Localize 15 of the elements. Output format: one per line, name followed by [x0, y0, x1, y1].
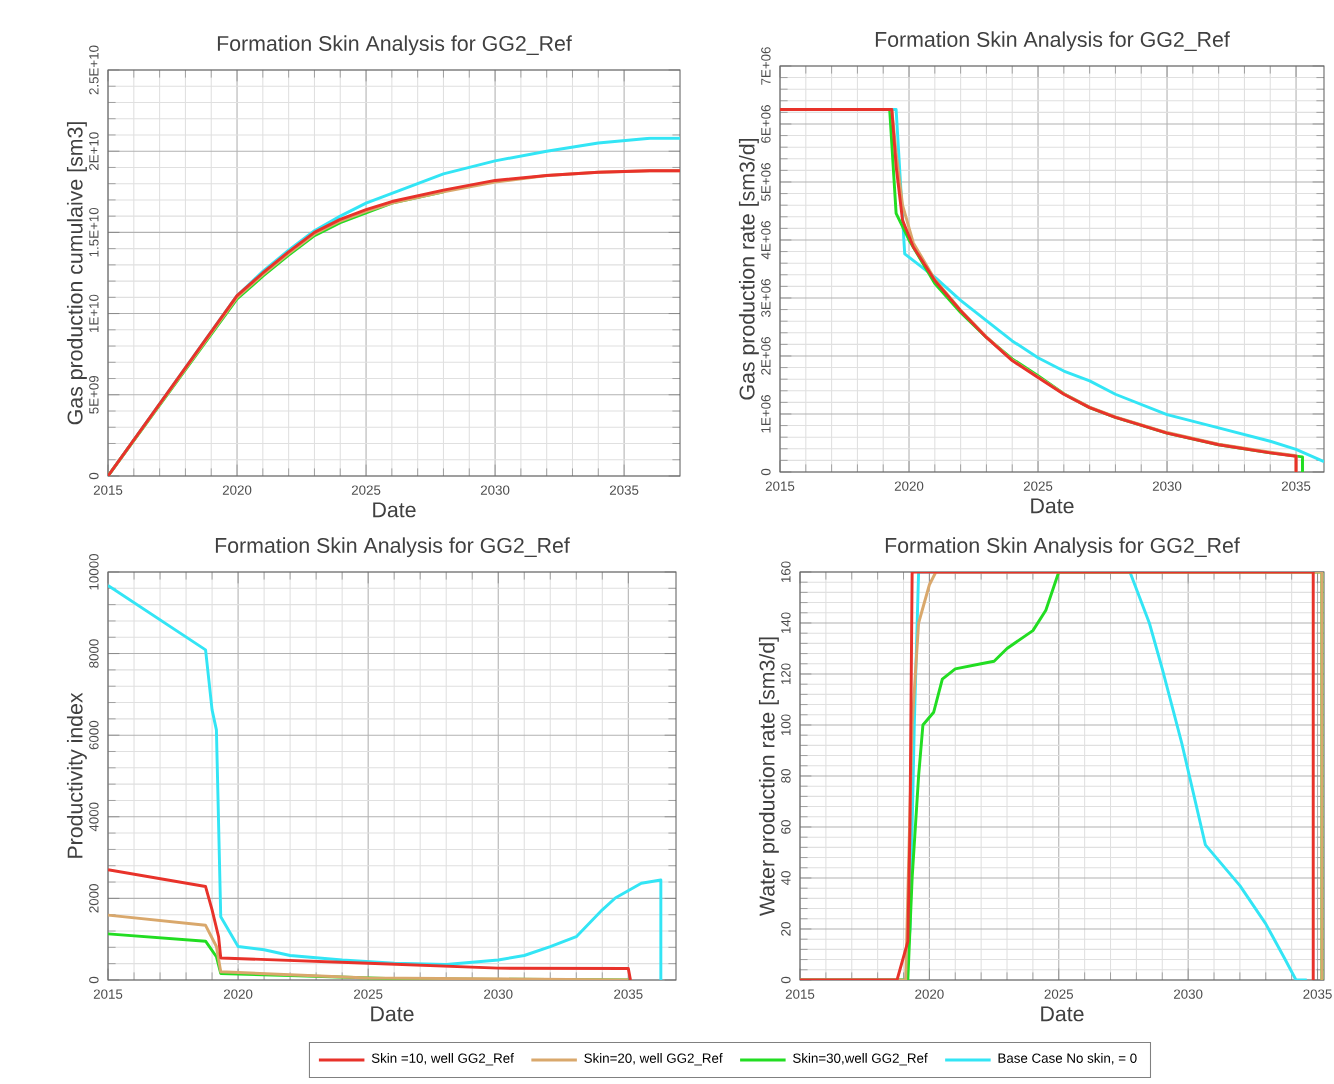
x-axis-title: Date — [371, 1006, 414, 1022]
x-axis-title: Date — [373, 502, 416, 518]
x-axis-title: Date — [1031, 498, 1074, 514]
line-series — [108, 868, 632, 980]
x-axis-title: Date — [1041, 1006, 1084, 1022]
chart-title: Formation Skin Analysis for GG2_Ref — [217, 35, 572, 56]
chart-title: Formation Skin Analysis for GG2_Ref — [215, 537, 570, 558]
y-axis-title: Water production rate [sm3/d] — [758, 637, 779, 916]
line-series — [108, 913, 630, 980]
y-axis-title: Productivity index — [66, 692, 87, 858]
line-series — [108, 583, 663, 980]
chart-title: Formation Skin Analysis for GG2_Ref — [875, 31, 1230, 52]
chart-title: Formation Skin Analysis for GG2_Ref — [885, 537, 1240, 558]
y-axis-title: Gas production cumulaive [sm3] — [66, 122, 87, 425]
y-axis-title: Gas production rate [sm3/d] — [738, 138, 759, 400]
